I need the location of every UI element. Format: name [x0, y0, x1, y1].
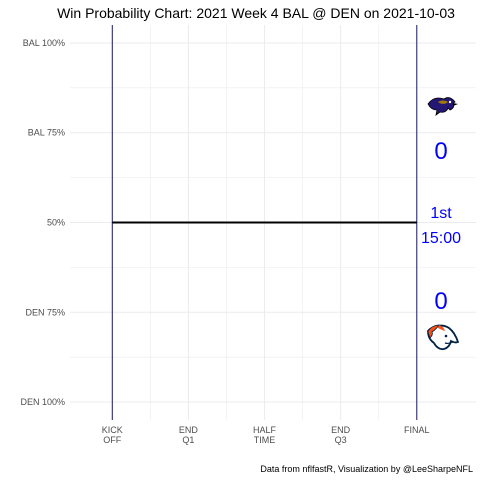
- x-tick-label: FINAL: [404, 425, 430, 435]
- y-tick-label: BAL 75%: [28, 128, 65, 138]
- away-score: 0: [434, 138, 447, 165]
- x-tick-label: END Q3: [331, 425, 351, 445]
- y-tick-label: DEN 100%: [20, 397, 65, 407]
- chart-caption: Data from nflfastR, Visualization by @Le…: [260, 464, 473, 474]
- ravens-logo-icon: [427, 97, 458, 116]
- y-tick-label: BAL 100%: [23, 38, 65, 48]
- home-score: 0: [434, 288, 447, 315]
- x-axis-ticks: KICK OFF END Q1 HALF TIME END Q3 FINAL: [102, 425, 430, 445]
- y-axis-ticks: BAL 100% BAL 75% 50% DEN 75% DEN 100%: [20, 38, 65, 407]
- y-tick-label: DEN 75%: [25, 307, 65, 317]
- y-tick-label: 50%: [47, 218, 65, 228]
- game-clock: 15:00: [421, 230, 461, 247]
- x-tick-label: END Q1: [179, 425, 199, 445]
- x-tick-label: KICK OFF: [102, 425, 123, 445]
- x-tick-label: HALF TIME: [253, 425, 277, 445]
- broncos-logo-icon: [427, 324, 460, 351]
- chart-title: Win Probability Chart: 2021 Week 4 BAL @…: [57, 5, 455, 21]
- game-quarter: 1st: [430, 205, 452, 222]
